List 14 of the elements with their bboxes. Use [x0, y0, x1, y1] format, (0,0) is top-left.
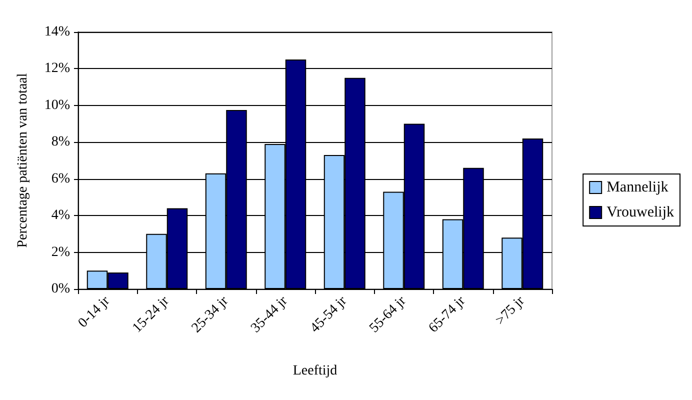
legend-label: Mannelijk	[606, 180, 669, 196]
y-tick-label: 4%	[51, 208, 70, 224]
y-axis-title: Percentage patiënten van totaal	[16, 73, 30, 248]
y-tick-label: 2%	[51, 244, 70, 260]
x-tick-label: 0-14 jr	[76, 293, 114, 331]
y-tick-label: 8%	[51, 134, 70, 150]
y-tick-label: 12%	[44, 61, 70, 76]
x-axis-title: Leeftijd	[292, 364, 338, 378]
y-tick-label: 14%	[44, 24, 70, 40]
legend-label: Vrouwelijk	[606, 204, 674, 220]
x-tick-label: >75 jr	[493, 293, 528, 328]
y-tick-label: 10%	[44, 98, 70, 113]
y-tick-label: 6%	[51, 171, 70, 186]
y-tick-label: 0%	[51, 282, 70, 296]
